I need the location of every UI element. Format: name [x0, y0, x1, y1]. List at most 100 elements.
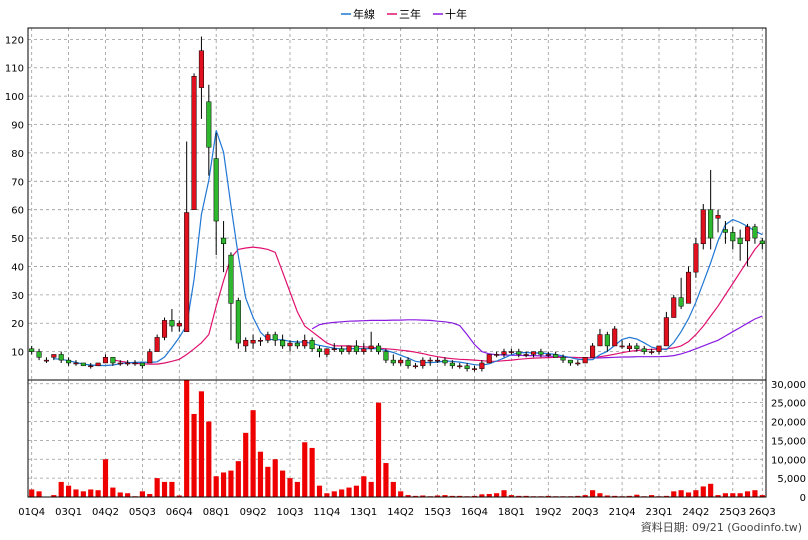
volume-bar — [147, 493, 153, 497]
volume-bar — [685, 492, 692, 497]
price-tick-label: 70 — [11, 177, 24, 188]
price-tick-label: 60 — [11, 206, 24, 217]
data-date-credit: 資料日期: 09/21 (Goodinfo.tw) — [641, 520, 802, 534]
volume-bar — [486, 493, 492, 497]
x-tick-label: 24Q2 — [682, 507, 709, 518]
volume-bar — [154, 478, 160, 497]
candle-body — [553, 354, 559, 358]
price-panel-frame — [27, 27, 767, 381]
legend-label-1: 三年 — [399, 7, 421, 21]
price-frame-rect — [27, 27, 767, 381]
volume-bar — [280, 470, 286, 497]
volume-bar — [353, 485, 359, 497]
x-tick-label: 20Q3 — [572, 507, 599, 518]
candle-body — [147, 351, 153, 364]
candle-body — [353, 345, 359, 352]
candle-body — [656, 345, 662, 352]
price-tick-label: 110 — [5, 64, 24, 75]
volume-bar — [161, 481, 168, 497]
volume-bar — [272, 459, 278, 497]
candle-body — [464, 365, 470, 369]
volume-bar — [339, 489, 345, 497]
volume-bar — [678, 490, 684, 497]
candle-body — [508, 351, 514, 353]
volume-bar — [125, 493, 131, 497]
volume-tick-label: 5,000 — [777, 474, 806, 485]
candle-body — [29, 348, 35, 352]
volume-bar — [220, 472, 227, 497]
price-tick-label: 100 — [5, 92, 24, 103]
volume-tick-label: 0 — [800, 493, 806, 504]
volume-bar — [302, 442, 308, 497]
candle-body — [191, 76, 197, 210]
candle-body — [58, 354, 64, 361]
x-tick-label: 05Q3 — [129, 507, 156, 518]
candle-body — [685, 271, 692, 304]
volume-bar — [759, 495, 765, 497]
candle-body — [309, 340, 315, 350]
candle-body — [316, 348, 323, 352]
candle-body — [420, 359, 426, 367]
candle-body — [302, 340, 308, 347]
candle-body — [449, 362, 455, 367]
price-tick-label: 10 — [11, 348, 24, 359]
candle-body — [604, 334, 610, 347]
candle-body — [383, 351, 389, 361]
candle-body — [361, 348, 367, 352]
candle-body — [597, 334, 603, 347]
volume-bar — [265, 466, 271, 497]
candle-body — [582, 357, 588, 364]
volume-bar — [102, 459, 109, 497]
x-tick-label: 18Q1 — [498, 507, 525, 518]
candlestick-series — [29, 36, 765, 372]
candle-body — [405, 359, 411, 367]
x-tick-label: 23Q1 — [646, 507, 673, 518]
volume-bar — [449, 495, 455, 497]
price-tick-label: 90 — [11, 121, 24, 132]
candle-body — [331, 348, 337, 351]
x-tick-label: 16Q4 — [461, 507, 488, 518]
volume-bar — [442, 495, 448, 497]
volume-bar — [700, 486, 706, 497]
candle-body — [530, 351, 537, 355]
candle-body — [265, 334, 271, 341]
volume-gridlines — [28, 380, 766, 497]
volume-bar — [198, 391, 205, 497]
price-tick-label: 30 — [11, 291, 24, 302]
candle-body — [486, 354, 492, 364]
candle-body — [457, 365, 463, 368]
x-tick-label: 03Q1 — [55, 507, 82, 518]
volume-bar — [294, 481, 300, 497]
volume-bar — [117, 492, 123, 497]
candle-body — [412, 365, 418, 368]
candle-body — [523, 354, 529, 356]
legend-label-2: 十年 — [445, 7, 467, 21]
candle-body — [479, 362, 485, 369]
candle-body — [125, 362, 131, 365]
candle-body — [339, 348, 345, 352]
candle-body — [198, 50, 204, 88]
candle-body — [390, 359, 396, 364]
candle-body — [730, 232, 736, 242]
candle-body — [634, 345, 640, 350]
volume-bar — [375, 402, 382, 497]
volume-bar — [257, 451, 264, 497]
volume-axis-ticks: 0 5,000 10,000 15,000 20,000 25,000 30,000 — [771, 380, 806, 504]
legend-label-0: 年線 — [353, 7, 375, 21]
candle-body — [722, 229, 728, 233]
candle-body — [206, 101, 212, 148]
x-tick-label: 14Q2 — [387, 507, 414, 518]
volume-frame-rect — [27, 379, 767, 498]
candle-body — [427, 359, 433, 362]
candle-body — [51, 354, 57, 358]
candle-body — [700, 209, 706, 244]
volume-bar — [51, 495, 57, 497]
volume-bar — [715, 495, 721, 497]
candle-body — [73, 362, 79, 365]
three-year-line — [112, 240, 763, 365]
candle-body — [95, 362, 101, 367]
candle-body — [745, 226, 751, 242]
candle-body — [619, 345, 625, 348]
x-tick-label: 25Q3 — [719, 507, 746, 518]
price-tick-label: 80 — [11, 149, 24, 160]
